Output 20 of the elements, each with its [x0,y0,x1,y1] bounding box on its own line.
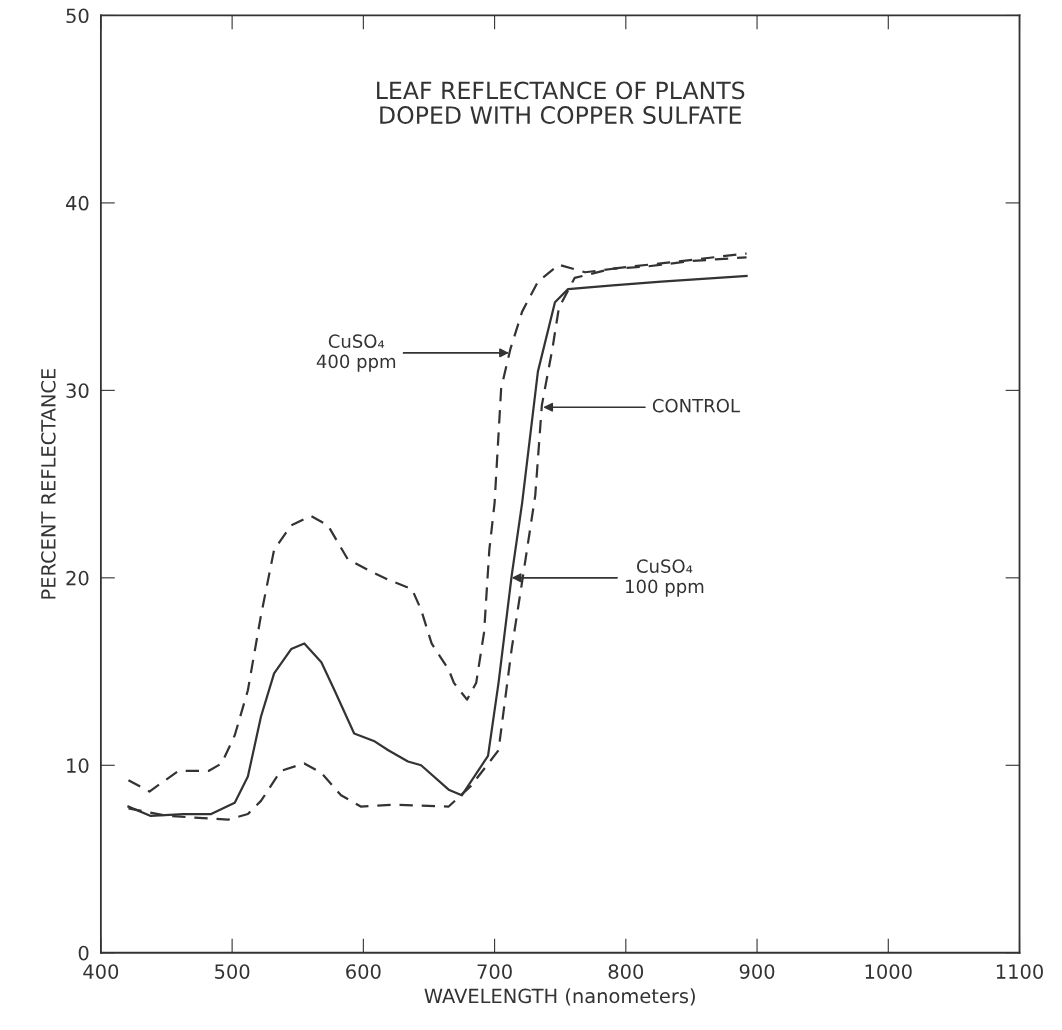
y-tick-label: 40 [65,195,89,211]
x-axis-title: WAVELENGTH (nanometers) [424,988,695,1006]
x-tick-label: 400 [83,964,119,979]
x-tick-label: 1100 [996,964,1043,979]
x-tick-label: 900 [739,964,775,979]
x-tick-label: 500 [215,964,250,979]
text: LEAF REFLECTANCE OF PLANTS DOPED WITH COPPER SULFATE [377,81,745,124]
annotation: CONTROL [652,398,740,413]
y-axis-title: PERCENT REFLECTANCE [41,368,56,599]
x-tick-label: 700 [477,964,512,979]
x-tick-label: 600 [346,964,381,979]
y-tick-label: 20 [66,570,89,586]
x-tick-label: 800 [608,964,644,979]
x-tick-label: 1000 [865,964,912,979]
y-tick-label: 10 [67,758,89,773]
y-tick-label: 50 [66,8,89,24]
y-tick-label: 0 [78,945,89,961]
annotation: CuSO₄ 400 ppm [316,334,396,372]
y-tick-label: 30 [66,383,89,399]
annotation: CuSO₄ 100 ppm [626,559,704,597]
